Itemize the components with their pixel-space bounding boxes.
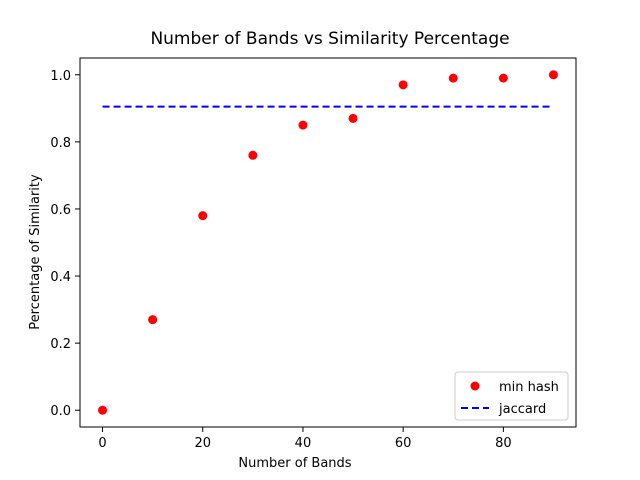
y-tick-label: 0.6 bbox=[50, 203, 71, 218]
data-point bbox=[498, 73, 508, 83]
y-tick-label: 1.0 bbox=[50, 69, 71, 84]
data-point bbox=[198, 211, 208, 221]
data-point bbox=[148, 315, 158, 325]
x-tick-label: 0 bbox=[98, 436, 106, 451]
y-tick-label: 0.2 bbox=[50, 337, 71, 352]
plot-frame bbox=[79, 57, 577, 428]
legend-label: jaccard bbox=[498, 402, 546, 417]
y-tick-label: 0.0 bbox=[50, 404, 71, 419]
x-tick-label: 60 bbox=[395, 436, 412, 451]
data-point bbox=[548, 70, 558, 80]
chart-title: Number of Bands vs Similarity Percentage bbox=[150, 29, 509, 49]
y-tick-label: 0.8 bbox=[50, 136, 71, 151]
x-axis-title: Number of Bands bbox=[238, 456, 351, 471]
y-axis-title: Percentage of Similarity bbox=[28, 174, 43, 330]
x-tick-label: 20 bbox=[194, 436, 211, 451]
data-point bbox=[248, 150, 258, 160]
data-point bbox=[348, 113, 358, 123]
legend-marker-point bbox=[470, 381, 480, 391]
x-tick-label: 40 bbox=[295, 436, 312, 451]
data-point bbox=[398, 80, 408, 90]
x-tick-label: 80 bbox=[495, 436, 512, 451]
data-point bbox=[448, 73, 458, 83]
legend-label: min hash bbox=[499, 380, 559, 395]
y-tick-label: 0.4 bbox=[50, 270, 71, 285]
data-point bbox=[98, 405, 108, 415]
plot-area: 0 20 40 60 80 0.0 0.2 0.4 0.6 0.8 1.0 bbox=[50, 57, 577, 451]
legend: min hash jaccard bbox=[454, 371, 569, 421]
data-point bbox=[298, 120, 308, 130]
